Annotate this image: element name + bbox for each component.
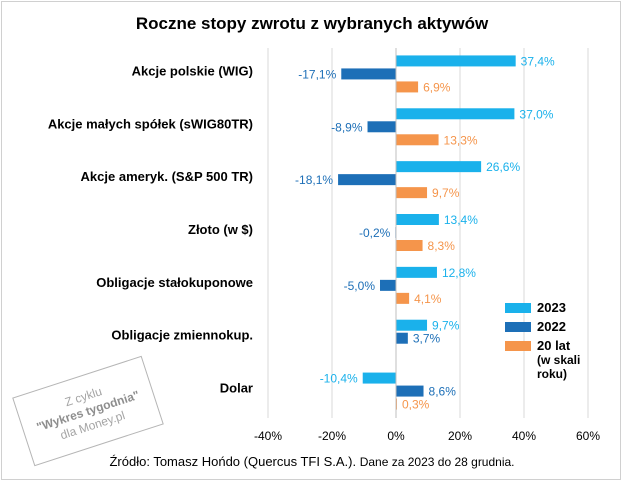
legend-item-2022: 2022	[505, 319, 580, 334]
data-label-20lat: 4,1%	[414, 292, 442, 306]
data-label-2022: -17,1%	[298, 67, 336, 81]
category-label: Dolar	[220, 381, 253, 396]
data-label-20lat: 6,9%	[423, 80, 451, 94]
data-label-2023: 37,0%	[519, 107, 553, 121]
x-tick-label: 60%	[576, 429, 600, 443]
data-label-2023: 26,6%	[486, 160, 520, 174]
bar-2022	[338, 174, 396, 186]
bar-2023	[396, 161, 482, 173]
data-label-2023: 9,7%	[432, 319, 460, 333]
data-label-2023: -10,4%	[320, 372, 358, 386]
bar-2023	[362, 372, 396, 384]
legend-swatch-2022	[505, 322, 531, 332]
bar-2023	[396, 214, 439, 225]
category-label: Złoto (w $)	[188, 222, 253, 237]
bar-20lat	[396, 240, 423, 251]
legend-swatch-20lat	[505, 341, 531, 351]
bar-2022	[396, 332, 408, 344]
label-layer: Akcje polskie (WIG) 37,4% -17,1% 6,9% Akcje …	[48, 54, 555, 411]
bar-2022	[341, 68, 396, 80]
x-tick-label: 40%	[512, 429, 536, 443]
legend-label-20lat-line3: roku)	[537, 367, 567, 381]
source-date-note: Dane za 2023 do 28 grudnia.	[359, 455, 515, 469]
data-label-2023: 37,4%	[521, 54, 555, 68]
bar-20lat	[396, 81, 419, 93]
source-note: Źródło: Tomasz Hońdo (Quercus TFI S.A.).…	[0, 454, 624, 469]
data-label-20lat: 0,3%	[402, 398, 430, 412]
category-label: Akcje ameryk. (S&P 500 TR)	[81, 169, 253, 184]
tick-layer: -40% -20% 0% 20% 40% 60%	[254, 48, 600, 443]
x-tick-label: -40%	[254, 429, 282, 443]
bar-20lat	[396, 292, 410, 304]
legend-item-20lat: 20 lat (w skali roku)	[505, 338, 580, 381]
data-label-2022: 3,7%	[413, 332, 441, 346]
legend-label-20lat-line2: (w skali	[537, 353, 581, 367]
data-label-2022: -18,1%	[295, 173, 333, 187]
chart-legend: 2023 2022 20 lat (w skali roku)	[505, 300, 580, 385]
legend-label-2022: 2022	[537, 319, 566, 334]
data-label-2022: -0,2%	[359, 226, 391, 240]
source-main: Źródło: Tomasz Hońdo (Quercus TFI S.A.).	[109, 454, 357, 469]
bar-2023	[396, 108, 515, 120]
bar-20lat	[396, 187, 428, 199]
legend-item-2023: 2023	[505, 300, 580, 315]
bar-2023	[396, 266, 437, 278]
legend-label-20lat: 20 lat (w skali roku)	[537, 338, 580, 381]
data-label-2022: -5,0%	[344, 279, 376, 293]
bar-2023	[396, 319, 428, 331]
bar-2022	[396, 385, 424, 397]
data-label-20lat: 13,3%	[444, 133, 478, 147]
bar-2022	[367, 121, 396, 133]
category-label: Akcje polskie (WIG)	[132, 63, 253, 78]
data-label-20lat: 9,7%	[432, 186, 460, 200]
bar-2022	[380, 279, 396, 291]
x-tick-label: 20%	[448, 429, 472, 443]
data-label-2023: 13,4%	[444, 213, 478, 227]
category-label: Obligacje zmiennokup.	[111, 328, 253, 343]
data-label-2023: 12,8%	[442, 266, 476, 280]
legend-label-20lat-line1: 20 lat	[537, 338, 571, 353]
x-tick-label: -20%	[318, 429, 346, 443]
x-tick-label: 0%	[387, 429, 405, 443]
category-label: Akcje małych spółek (sWIG80TR)	[48, 116, 253, 131]
bar-2023	[396, 55, 516, 67]
data-label-2022: 8,6%	[429, 385, 457, 399]
chart-title: Roczne stopy zwrotu z wybranych aktywów	[136, 14, 489, 33]
legend-swatch-2023	[505, 303, 531, 313]
category-label: Obligacje stałokuponowe	[96, 275, 253, 290]
data-label-20lat: 8,3%	[428, 239, 456, 253]
data-label-2022: -8,9%	[331, 120, 363, 134]
bar-20lat	[396, 134, 439, 146]
legend-label-2023: 2023	[537, 300, 566, 315]
